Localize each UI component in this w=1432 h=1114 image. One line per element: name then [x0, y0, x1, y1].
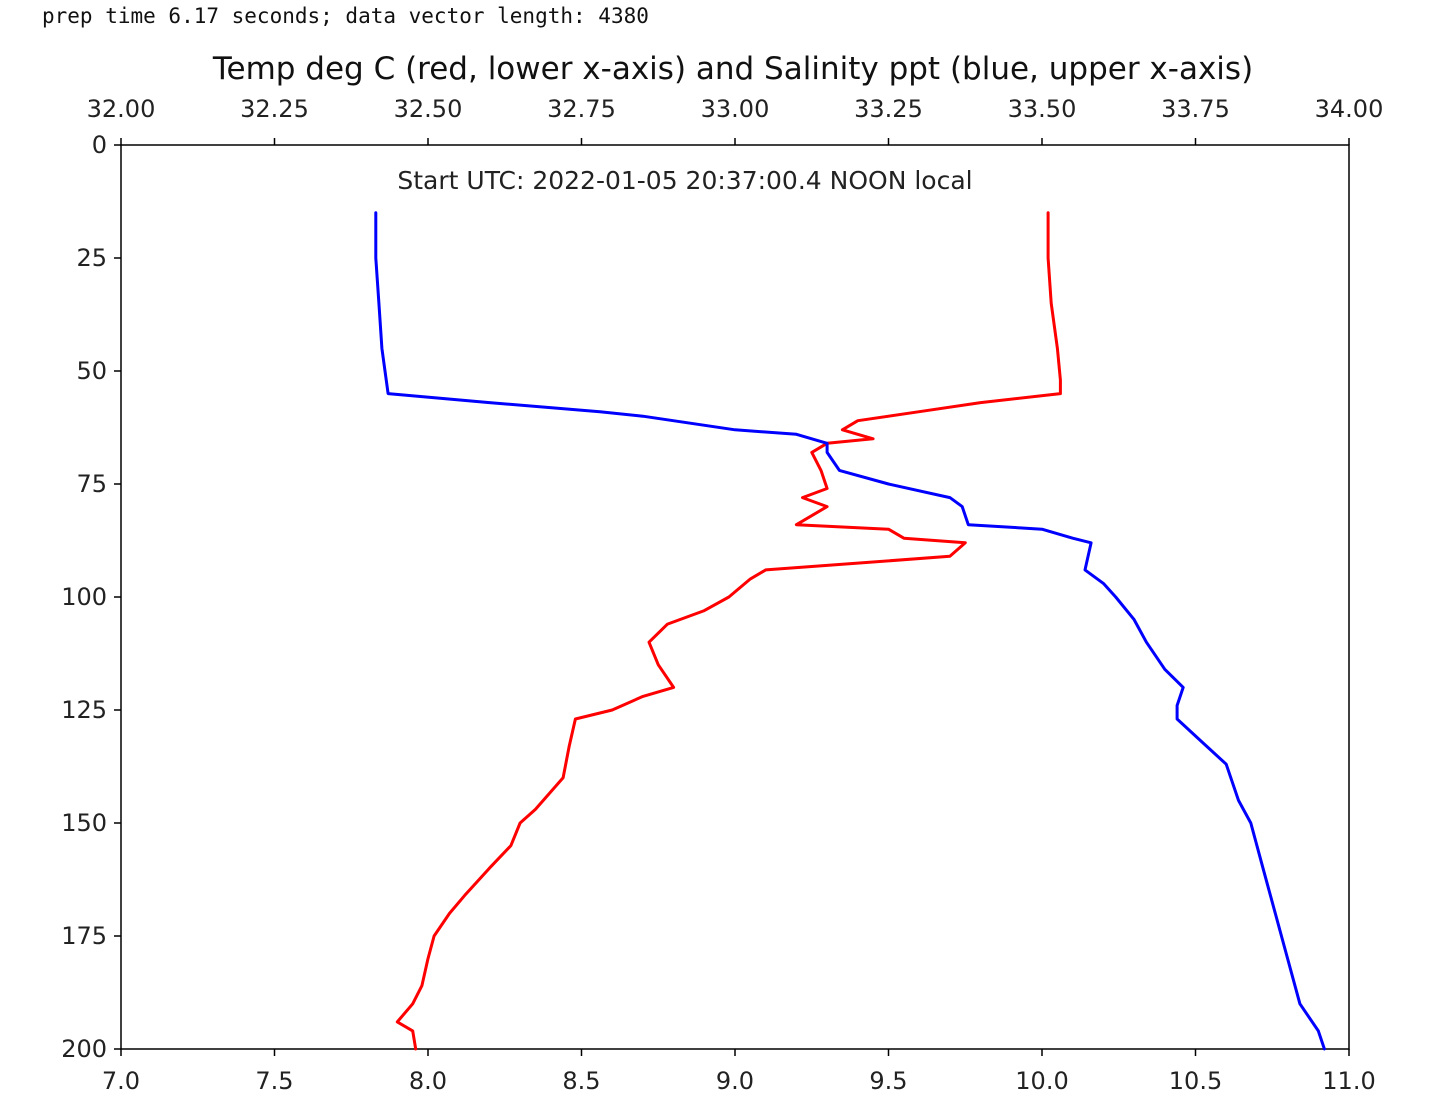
x-bottom-tick-label: 10.0: [1015, 1067, 1068, 1095]
y-tick-label: 25: [76, 244, 107, 272]
y-tick-label: 100: [61, 583, 107, 611]
x-bottom-tick-label: 8.5: [562, 1067, 600, 1095]
plot-frame: [120, 144, 1350, 1050]
x-top-tick-label: 32.00: [87, 95, 156, 123]
console-output-line: prep time 6.17 seconds; data vector leng…: [42, 4, 649, 28]
x-bottom-tick-label: 10.5: [1169, 1067, 1222, 1095]
y-tick-label: 0: [92, 131, 107, 159]
x-top-tick-label: 32.25: [240, 95, 309, 123]
x-bottom-tick-label: 7.5: [255, 1067, 293, 1095]
chart-title: Temp deg C (red, lower x-axis) and Salin…: [212, 51, 1253, 87]
x-bottom-tick-label: 8.0: [409, 1067, 447, 1095]
x-top-tick-label: 33.75: [1161, 95, 1230, 123]
y-tick-label: 150: [61, 809, 107, 837]
x-top-tick-label: 32.75: [547, 95, 616, 123]
start-utc-annotation: Start UTC: 2022-01-05 20:37:00.4 NOON lo…: [397, 166, 972, 195]
salinity-line: [374, 211, 1326, 1051]
x-top-tick-label: 34.00: [1315, 95, 1384, 123]
x-top-tick-label: 33.00: [701, 95, 770, 123]
temperature-line: [395, 211, 1062, 1051]
x-top-tick-label: 32.50: [394, 95, 463, 123]
series-layer: [374, 211, 1326, 1051]
x-top-tick-label: 33.25: [854, 95, 923, 123]
y-tick-label: 200: [61, 1035, 107, 1063]
y-tick-label: 50: [76, 357, 107, 385]
x-top-tick-label: 33.50: [1008, 95, 1077, 123]
y-tick-label: 175: [61, 922, 107, 950]
x-bottom-tick-label: 7.0: [102, 1067, 140, 1095]
x-bottom-tick-label: 11.0: [1322, 1067, 1375, 1095]
x-bottom-tick-label: 9.0: [716, 1067, 754, 1095]
axes-layer: 0 25 50 75 100 125 150 175 200 7.0 7.5 8.0 8.5 9.0 9.5…: [61, 95, 1383, 1095]
y-tick-label: 75: [76, 470, 107, 498]
y-tick-label: 125: [61, 696, 107, 724]
x-bottom-tick-label: 9.5: [869, 1067, 907, 1095]
